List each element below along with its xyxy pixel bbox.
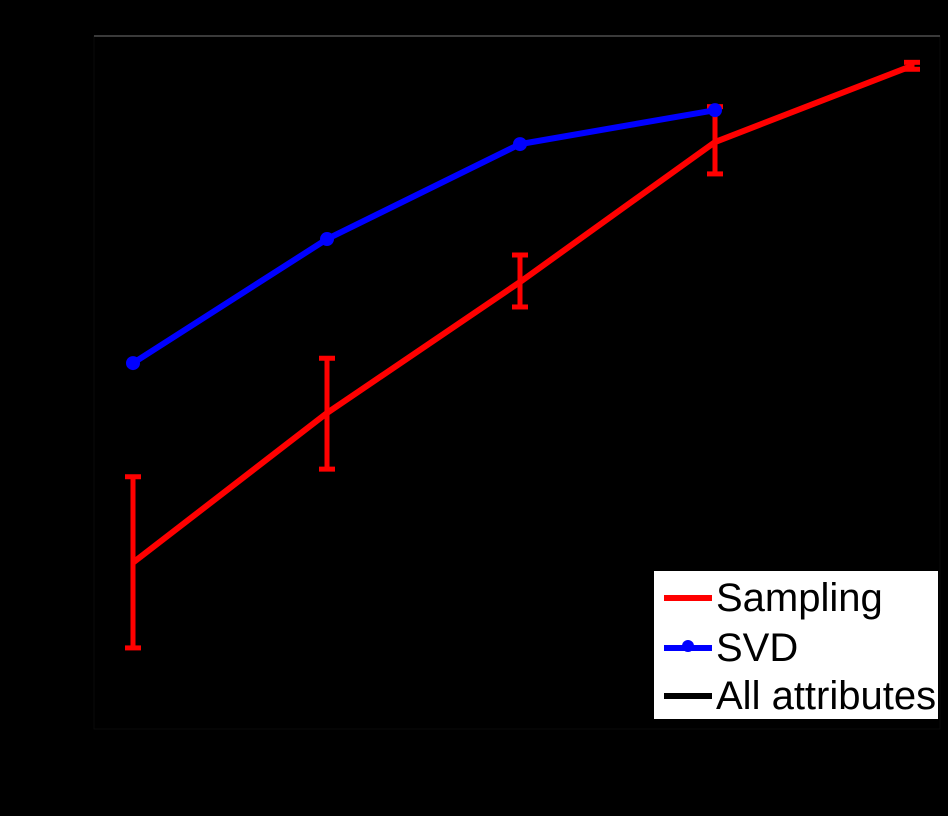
svd-point-marker [708, 103, 722, 118]
legend: Sampling SVD All attributes [653, 570, 939, 720]
legend-swatch-sampling [664, 595, 712, 601]
legend-swatch-svd [664, 640, 712, 652]
series-svd-line [131, 107, 716, 366]
legend-label: SVD [716, 626, 799, 670]
legend-label: All attributes [716, 674, 937, 718]
circle-marker-icon [682, 640, 694, 652]
legend-swatch-all-attributes [664, 693, 712, 699]
legend-item-all-attributes: All attributes [654, 671, 936, 721]
legend-item-sampling: Sampling [654, 573, 883, 623]
svd-point-marker [126, 356, 140, 371]
svd-point-marker [320, 232, 334, 247]
svd-point-marker [513, 137, 527, 152]
series-layer [94, 35, 940, 651]
legend-label: Sampling [716, 576, 883, 620]
legend-item-svd: SVD [654, 623, 798, 673]
